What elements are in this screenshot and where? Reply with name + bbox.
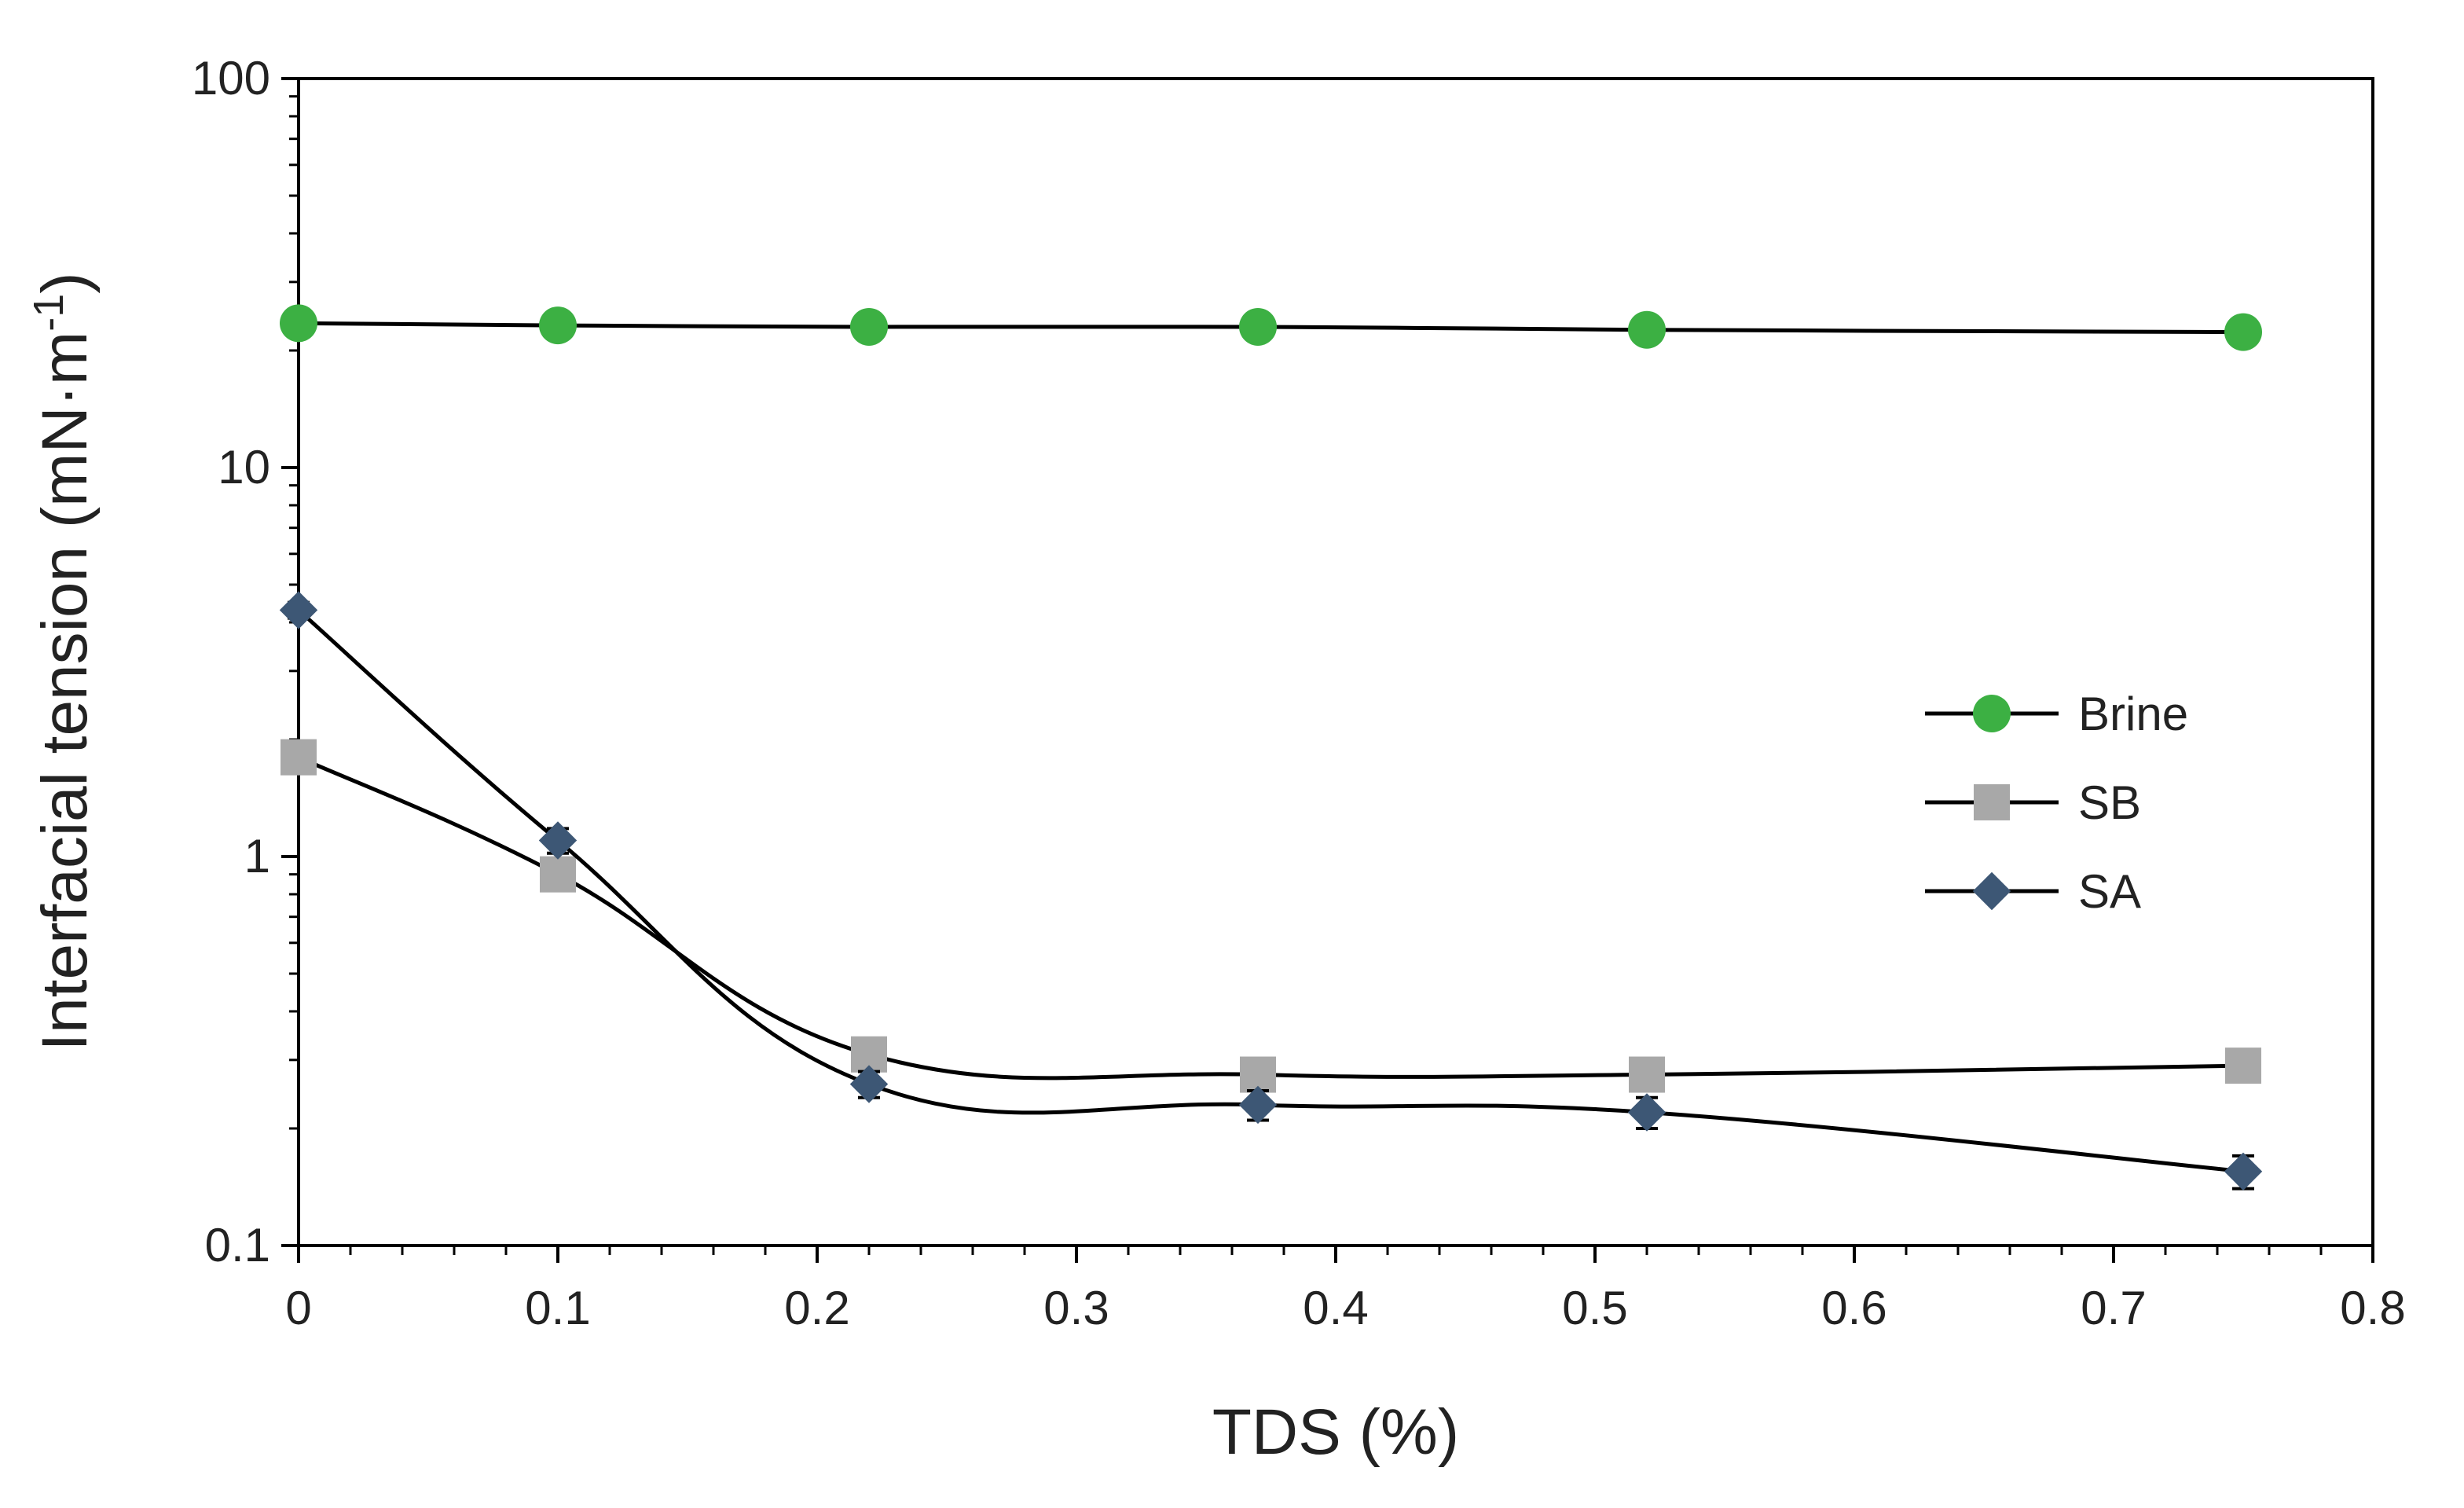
legend-marker-sa: [1972, 871, 2011, 911]
point-brine: [539, 306, 577, 345]
y-axis-title-close: ): [29, 272, 101, 293]
y-tick-label: 10: [218, 441, 270, 493]
legend-item-sb: SB: [1925, 776, 2141, 829]
x-axis: 0 0.1 0.2 0.3 0.4 0.5 0.6 0.7 0.8: [285, 1246, 2406, 1334]
point-brine: [280, 304, 317, 343]
point-sb: [1629, 1056, 1665, 1093]
point-sa: [849, 1065, 889, 1103]
point-brine: [2224, 313, 2262, 351]
legend-item-sa: SA: [1925, 865, 2141, 918]
series-layer: [279, 304, 2263, 1191]
x-tick-label: 0: [285, 1282, 311, 1334]
point-sa: [1238, 1085, 1278, 1125]
legend-label-sa: SA: [2078, 865, 2141, 918]
point-sa: [279, 591, 318, 629]
series-brine: [280, 304, 2262, 351]
x-tick-label: 0.7: [2081, 1282, 2146, 1334]
point-brine: [1628, 310, 1666, 349]
x-tick-label: 0.8: [2340, 1282, 2405, 1334]
legend-item-brine: Brine: [1925, 688, 2188, 740]
y-axis: 0.1 1 10 100: [192, 52, 299, 1271]
x-tick-label: 0.1: [525, 1282, 590, 1334]
point-sb: [2225, 1048, 2261, 1084]
y-tick-label: 100: [192, 52, 270, 105]
legend-label-sb: SB: [2078, 776, 2141, 829]
point-sb: [280, 739, 317, 776]
x-tick-label: 0.3: [1043, 1282, 1109, 1334]
point-sa: [538, 821, 578, 860]
y-axis-title-sup: -1: [25, 294, 72, 332]
point-sa: [1627, 1093, 1666, 1132]
legend-label-brine: Brine: [2078, 688, 2188, 740]
point-sa: [2224, 1152, 2263, 1191]
x-tick-label: 0.2: [784, 1282, 849, 1334]
point-brine: [1239, 307, 1277, 346]
series-sa: [279, 591, 2263, 1191]
y-tick-label: 1: [244, 830, 270, 882]
y-axis-title-main: Interfacial tension (mN·m: [29, 332, 101, 1051]
y-axis-title: Interfacial tension (mN·m-1): [25, 272, 101, 1051]
plot-area: [297, 77, 2374, 1247]
x-tick-label: 0.6: [1821, 1282, 1886, 1334]
y-tick-label: 0.1: [205, 1219, 270, 1271]
x-tick-label: 0.5: [1562, 1282, 1627, 1334]
x-axis-title: TDS (%): [1212, 1396, 1459, 1468]
legend-marker-brine: [1973, 695, 2011, 732]
legend-marker-sb: [1974, 784, 2010, 820]
series-line-sa: [297, 608, 2244, 1174]
x-tick-label: 0.4: [1303, 1282, 1368, 1334]
series-sb: [280, 739, 2261, 1093]
point-sb: [540, 856, 576, 893]
legend: Brine SB SA: [1925, 688, 2188, 918]
point-brine: [850, 307, 888, 346]
